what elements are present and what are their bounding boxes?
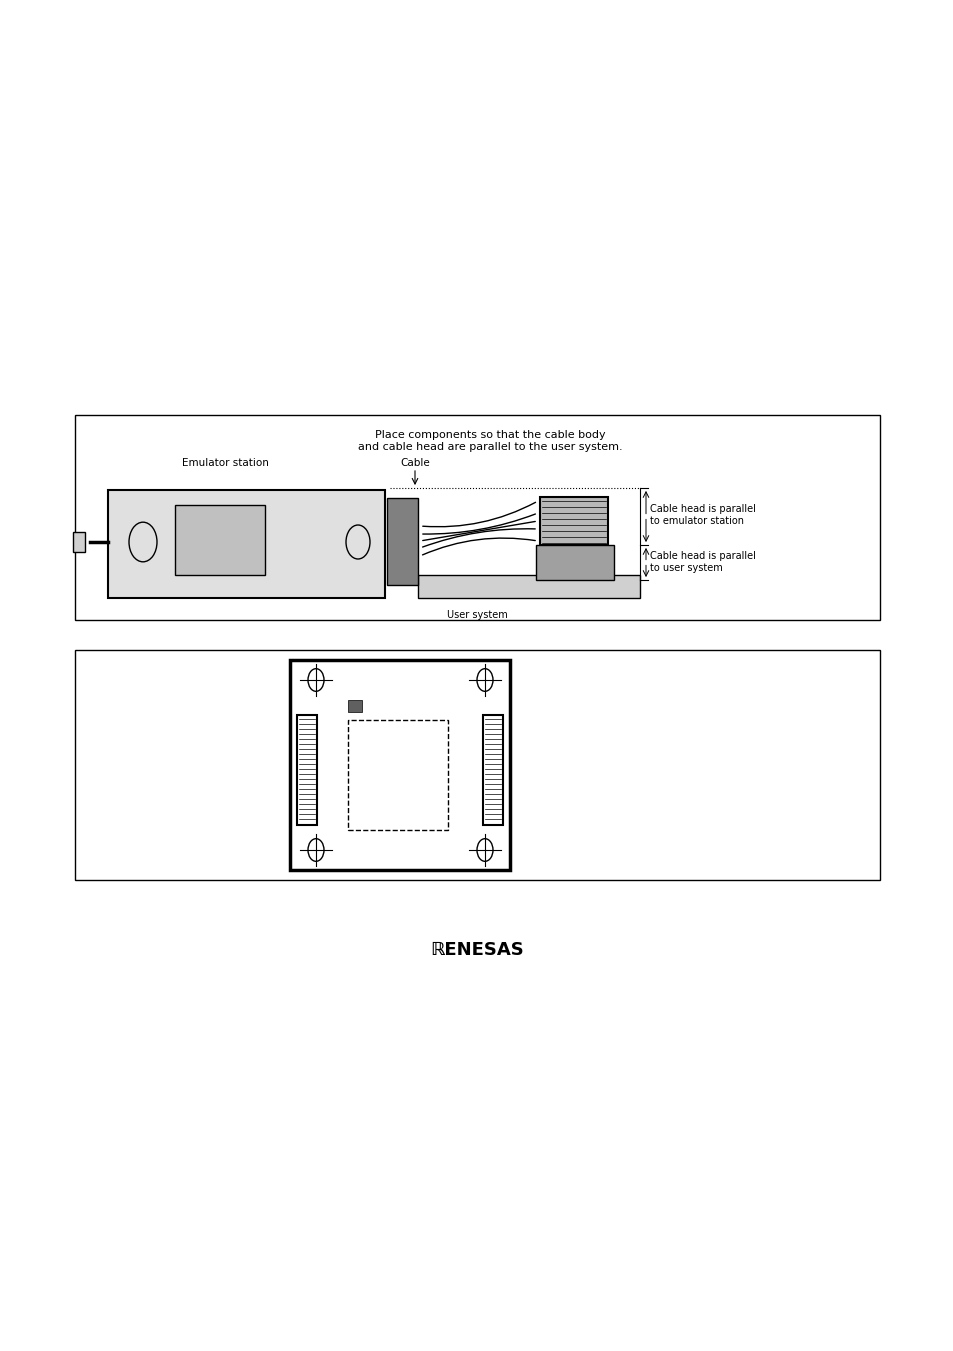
Bar [290, 661, 510, 870]
Bar [482, 715, 502, 825]
Bar [174, 505, 265, 576]
Bar [108, 490, 385, 598]
Bar [348, 720, 448, 830]
Bar [75, 650, 879, 880]
Text: Emulator station: Emulator station [181, 458, 268, 467]
Text: User system: User system [446, 611, 507, 620]
Circle shape [308, 839, 324, 862]
Bar [417, 576, 639, 598]
Bar [536, 544, 614, 580]
Text: Cable head is parallel
to emulator station: Cable head is parallel to emulator stati… [649, 504, 755, 526]
Circle shape [129, 523, 157, 562]
Bar [296, 715, 316, 825]
Bar [387, 499, 417, 585]
Circle shape [476, 669, 493, 692]
Bar [73, 532, 85, 553]
Bar [75, 415, 879, 620]
Bar [539, 497, 607, 544]
Text: Cable: Cable [399, 458, 430, 467]
Text: Place components so that the cable body
and cable head are parallel to the user : Place components so that the cable body … [357, 430, 621, 451]
Text: Cable head is parallel
to user system: Cable head is parallel to user system [649, 551, 755, 573]
Bar [348, 700, 361, 712]
Circle shape [346, 526, 370, 559]
Circle shape [476, 839, 493, 862]
Text: ℝENESAS: ℝENESAS [430, 942, 523, 959]
Circle shape [308, 669, 324, 692]
